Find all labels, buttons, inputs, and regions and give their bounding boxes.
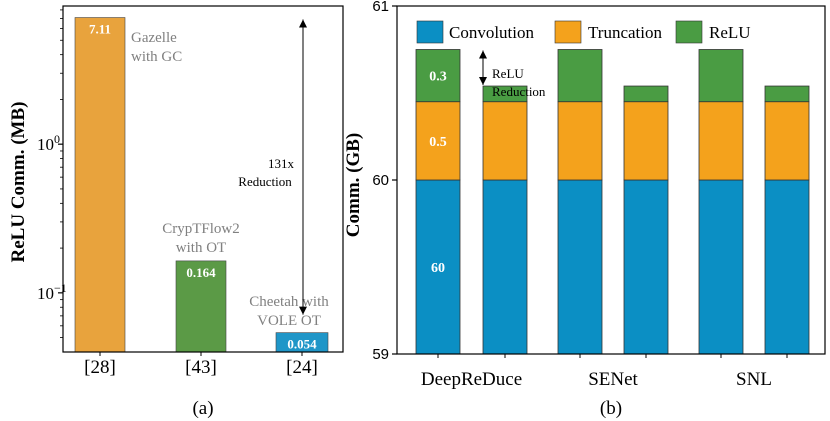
x-tick-label-a: [28] xyxy=(84,357,116,378)
segment-label-convolution: 60 xyxy=(431,261,445,276)
bar-segment-relu xyxy=(482,85,528,103)
bar-segment-convolution xyxy=(623,179,669,355)
segment-label-truncation: 0.5 xyxy=(429,135,447,150)
y-tick-label-b: 60 xyxy=(372,172,389,189)
bar-segment-relu xyxy=(764,85,810,103)
bar-a-0 xyxy=(74,17,126,353)
legend: Convolution Truncation ReLU xyxy=(416,20,751,44)
bar-segment-truncation xyxy=(764,101,810,181)
legend-label-relu: ReLU xyxy=(709,23,751,42)
bar-segment-relu xyxy=(557,49,603,103)
panel-a-caption: (a) xyxy=(192,398,213,419)
panel-b-caption: (b) xyxy=(600,398,622,419)
bar-segment-convolution xyxy=(698,179,744,355)
panel-a-ylabel: ReLU Comm. (MB) xyxy=(8,102,29,263)
reduction-arrow-a xyxy=(299,19,307,315)
bar-name-a-0-line2: with GC xyxy=(131,49,182,65)
annotation-a-line1: 131x xyxy=(268,156,295,171)
bar-segment-relu xyxy=(415,49,461,103)
panel-b-ylabel: Comm. (GB) xyxy=(343,133,364,237)
bar-name-a-2-line2: VOLE OT xyxy=(257,313,321,329)
legend-swatch-truncation xyxy=(554,20,582,44)
annotation-b-line2: Reduction xyxy=(492,84,546,99)
annotation-b-line1: ReLU xyxy=(492,66,524,81)
bar-segment-truncation xyxy=(482,101,528,181)
panel-b-plot-frame xyxy=(396,5,826,355)
legend-label-convolution: Convolution xyxy=(449,23,535,42)
segment-label-relu: 0.3 xyxy=(429,70,447,85)
panel-a: ReLU Comm. (MB) 7.11 0.164 0.054 Gazelle wit… xyxy=(8,5,344,419)
y-tick-label-a: 100 xyxy=(37,132,60,154)
bar-segment-convolution xyxy=(482,179,528,355)
bar-segment-relu xyxy=(698,49,744,103)
x-tick-label-a: [43] xyxy=(185,357,217,378)
y-tick-label-b: 61 xyxy=(372,0,389,15)
panel-b: Comm. (GB) 0.3 0.5 60 59 60 61 Convolution T… xyxy=(343,0,826,419)
bar-a-1 xyxy=(175,260,227,353)
bar-segment-truncation xyxy=(698,101,744,181)
annotation-a-background xyxy=(258,150,302,192)
legend-swatch-convolution xyxy=(416,20,444,44)
bar-a-value-label: 0.054 xyxy=(287,337,317,352)
group-label-b: DeepReDuce xyxy=(421,369,522,390)
reduction-arrow-b xyxy=(479,50,487,86)
bar-segment-relu xyxy=(623,85,669,103)
annotation-a-line2: Reduction xyxy=(238,174,292,189)
bar-a-value-label: 7.11 xyxy=(89,22,111,37)
x-tick-label-a: [24] xyxy=(286,357,318,378)
bar-name-a-1-line1: CrypTFlow2 xyxy=(162,221,240,237)
bar-segment-truncation xyxy=(557,101,603,181)
group-label-b: SNL xyxy=(736,369,772,390)
y-tick-label-b: 59 xyxy=(372,346,389,363)
bar-name-a-0-line1: Gazelle xyxy=(131,30,177,46)
group-label-b: SENet xyxy=(588,369,638,390)
bar-segment-truncation xyxy=(415,101,461,181)
bar-a-value-label: 0.164 xyxy=(186,265,216,280)
bar-name-a-1-line2: with OT xyxy=(176,240,226,256)
bar-segment-convolution xyxy=(557,179,603,355)
legend-swatch-relu xyxy=(675,20,703,44)
bar-segment-truncation xyxy=(623,101,669,181)
bar-segment-convolution xyxy=(764,179,810,355)
panel-a-plot-frame xyxy=(62,5,344,353)
legend-label-truncation: Truncation xyxy=(588,23,662,42)
bar-name-a-2-line1: Cheetah with xyxy=(249,294,329,310)
